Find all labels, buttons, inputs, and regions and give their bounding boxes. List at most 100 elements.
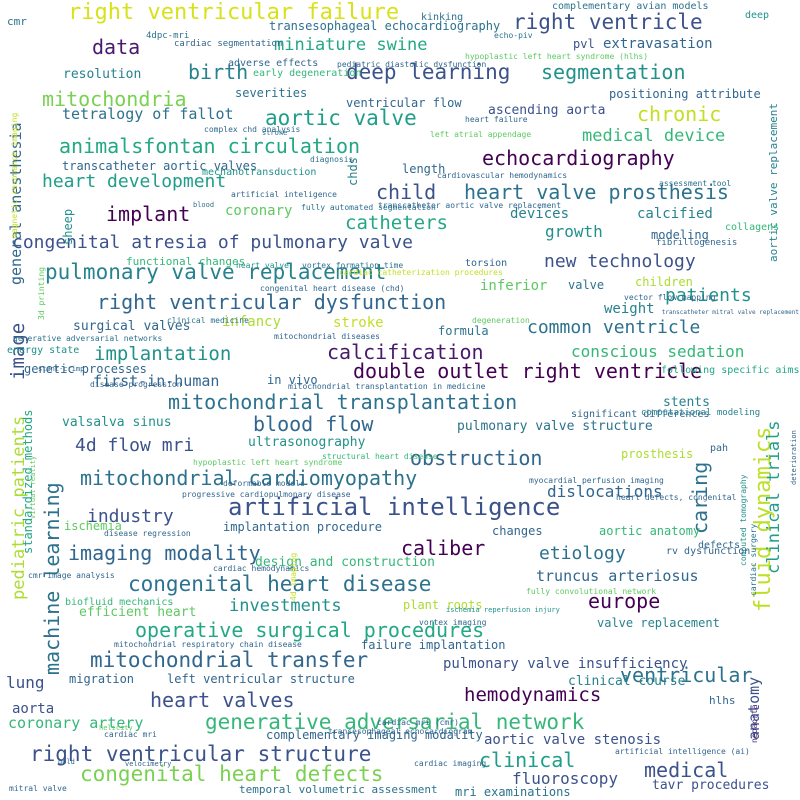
word-virtual-reality: virtual reality	[29, 455, 37, 519]
word-echocardiography: echocardiography	[482, 146, 675, 170]
word-left-atrial-appendage: left atrial appendage	[430, 130, 532, 139]
word-computational-modeling: computational modeling	[641, 408, 761, 418]
word-transesophageal-echocardiogram: transesophageal echocardiogram	[328, 727, 473, 736]
word-deep-learning: deep learning	[346, 60, 511, 84]
word-ventricular: ventricular	[620, 663, 753, 687]
word-cmr: cmr	[7, 15, 27, 28]
word-artificial-intelligence-ai: artificial intelligence (ai)	[615, 747, 750, 756]
word-operative-surgical-procedures: operative surgical procedures	[135, 618, 485, 642]
word-in-vivo: in vivo	[267, 373, 318, 387]
word-heart-valve: heart valve	[236, 261, 289, 270]
word-pulmonary-valve-structure: pulmonary valve structure	[457, 419, 653, 434]
word-surgical-valves: surgical valves	[73, 319, 191, 334]
word-ascending-aorta: ascending aorta	[488, 103, 606, 118]
word-right-ventricular-failure: right ventricular failure	[68, 0, 400, 25]
word-4dpc-mri: 4dpc-mri	[146, 31, 190, 41]
word-birth: birth	[188, 60, 249, 84]
word-implantation-procedure: implantation procedure	[223, 520, 382, 534]
word-cardiac-hemodynamics: cardiac hemodynamics	[213, 564, 310, 573]
word-sheep: sheep	[61, 208, 75, 245]
word-ischemia: ischemia	[64, 519, 122, 533]
word-transcatheter-aortic-valve-replacement: transcatheter aortic valve replacement	[378, 201, 562, 210]
word-cardiac-mri: cardiac mri	[104, 730, 157, 739]
word-disease-progression: disease progression	[90, 380, 182, 389]
word-congenital-atresia-of-pulmonary-valve: congenital atresia of pulmonary valve	[12, 232, 413, 253]
word-first-in-human: first-in-human	[93, 372, 220, 390]
word-caliber: caliber	[401, 536, 486, 560]
word-disease-regression: disease regression	[104, 529, 191, 538]
word-aortic-valve-replacement: aortic valve replacement	[767, 103, 780, 262]
word-echo-piv: echo-piv	[494, 31, 533, 40]
word-valve: valve	[568, 278, 605, 292]
word-fully-convolutional-network: fully convolutional network	[526, 587, 657, 596]
word-modeling: modeling	[651, 228, 709, 242]
word-double-outlet-right-ventricle: double outlet right ventricle	[353, 359, 703, 383]
word-growth: growth	[545, 222, 603, 241]
word-pulmonary-valve-insufficiency: pulmonary valve insufficiency	[443, 656, 688, 672]
word-deep: deep	[745, 10, 770, 21]
word-ischemia-reperfusion-injury: ischemia reperfusion injury	[446, 606, 560, 614]
word-europe: europe	[588, 589, 661, 613]
word-cardiovascular-hemodynamics: cardiovascular hemodynamics	[437, 171, 568, 180]
word-left-ventricular-structure: left ventricular structure	[167, 672, 355, 686]
word-catheters: catheters	[345, 212, 448, 234]
word-artificial-intelligence: artificial intelligence	[228, 493, 561, 521]
word-resolution: resolution	[63, 67, 142, 82]
word-transesophageal-echocardiography: transesophageal echocardiography	[269, 19, 501, 33]
word-clinical-course: clinical course	[568, 674, 686, 689]
word-weight: weight	[604, 301, 655, 317]
word-progressive-cardiopulmonary-disease: progressive cardiopulmonary disease	[182, 490, 351, 499]
word-4d-flow-mri: 4d flow mri	[75, 435, 195, 456]
word-hypoplastic-left-heart-syndrome-hlhs: hypoplastic left heart syndrome (hlhs)	[465, 52, 649, 61]
word-hlhs: hlhs	[709, 694, 736, 707]
word-migration: migration	[69, 672, 135, 686]
word-heart-failure: heart failure	[465, 115, 528, 124]
word-heart-development: heart development	[42, 171, 227, 192]
word-tetralogy-of-fallot: tetralogy of fallot	[62, 105, 234, 123]
word-tavr-procedures: tavr procedures	[652, 778, 770, 793]
word-fluoroscopy: fluoroscopy	[512, 769, 618, 788]
word-functional-changes: functional changes	[126, 255, 246, 268]
word-aortic-anatomy: aortic anatomy	[599, 524, 701, 538]
word-complementary-imaging-modality: complementary imaging modality	[266, 728, 483, 742]
word-right-ventricular-dysfunction: right ventricular dysfunction	[97, 290, 447, 314]
word-valve-replacement: valve replacement	[597, 616, 720, 630]
word-aortic-valve: aortic valve	[265, 106, 417, 130]
word-positioning-attribute: positioning attribute	[609, 87, 761, 101]
word-pediatric-diastolic-dysfunction: pediatric diastolic dysfunction	[337, 60, 487, 69]
word-pah: pah	[710, 443, 729, 454]
word-cardiac-imaging: cardiac imaging	[414, 759, 487, 768]
word-generative-adversarial-network: generative adversarial network	[205, 710, 585, 734]
word-early-degeneration: early degeneration	[253, 68, 362, 79]
word-imaging-modality: imaging modality	[68, 541, 261, 565]
word-etiology: etiology	[539, 543, 626, 564]
word-cmr-image-analysis: cmr image analysis	[28, 571, 115, 580]
word-congenital-heart-disease-chd: congenital heart disease (chd)	[260, 284, 405, 293]
word-valsalva-sinus: valsalva sinus	[62, 415, 172, 430]
word-generative-adversarial-networks: generative adversarial networks	[13, 334, 163, 343]
word-ultrasonography: ultrasonography	[248, 435, 366, 450]
word-myocardial-perfusion-imaging: myocardial perfusion imaging	[529, 476, 664, 485]
word-transcatheter-mitral-valve-replacement: transcatheter mitral valve replacement	[661, 309, 799, 316]
word-changes: changes	[492, 524, 543, 538]
word-implant: implant	[106, 202, 191, 226]
word-cardiac-mri-cmr: cardiac mri (cmr)	[377, 718, 459, 727]
word-artificial-inteligence: artificial inteligence	[231, 190, 337, 199]
word-lung: lung	[6, 673, 45, 692]
word-ventricular-flow: ventricular flow	[346, 96, 462, 110]
word-mitochondrial-transplantation: mitochondrial transplantation	[168, 390, 518, 414]
word-mitochondrial-diseases: mitochondrial diseases	[274, 332, 380, 341]
word-implantation: implantation	[94, 343, 232, 365]
word-new-technology: new technology	[544, 251, 696, 272]
word-diagnosis: diagnosis	[310, 155, 354, 164]
word-devices: devices	[510, 206, 570, 222]
word-3d-printing: 3d printing	[37, 267, 46, 320]
word-formula: formula	[438, 324, 489, 338]
word-design-and-construction: design and construction	[255, 555, 436, 570]
word-collagens: collagens	[725, 222, 780, 233]
word-fully-automated-segmentation: fully automated segmentation	[301, 203, 436, 212]
word-complementary-avian-models: complementary avian models	[552, 1, 709, 12]
word-dislocations: dislocations	[547, 482, 663, 501]
word-severities: severities	[235, 86, 308, 100]
